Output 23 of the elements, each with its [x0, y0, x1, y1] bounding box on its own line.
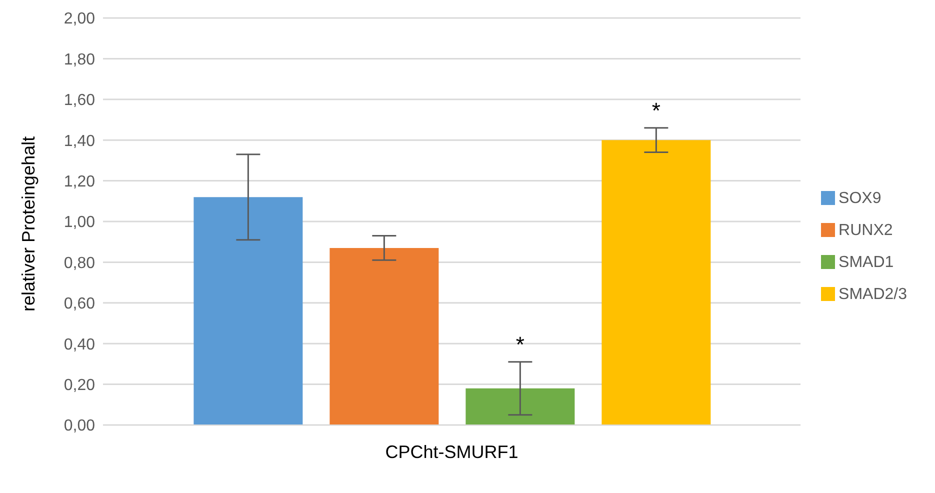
y-tick-label: 1,00: [64, 214, 96, 232]
y-tick-label: 0,80: [64, 254, 96, 272]
y-tick-label: 1,80: [64, 51, 96, 68]
bar: [194, 197, 303, 425]
bar: [330, 248, 439, 425]
bar: [602, 140, 711, 425]
y-tick-label: 1,40: [64, 132, 96, 150]
legend-label: SMAD1: [838, 254, 894, 270]
x-tick-label: CPCht-SMURF1: [385, 442, 518, 462]
bar: [466, 388, 575, 425]
legend-label: SMAD2/3: [838, 286, 907, 302]
y-tick-label: 1,60: [64, 92, 96, 110]
data-label: *: [652, 98, 661, 123]
y-tick-label: 1,20: [64, 173, 96, 190]
y-tick-label: 0,00: [64, 418, 96, 435]
legend-label: SOX9: [838, 190, 882, 206]
data-label: *: [516, 332, 525, 357]
y-tick-label: 0,40: [64, 336, 96, 354]
y-axis-title: relativer Proteingehalt: [18, 136, 38, 312]
legend-label: RUNX2: [838, 222, 893, 238]
y-tick-label: 0,60: [64, 296, 96, 313]
y-tick-label: 0,20: [64, 376, 96, 394]
y-tick-label: 2,00: [64, 10, 96, 28]
